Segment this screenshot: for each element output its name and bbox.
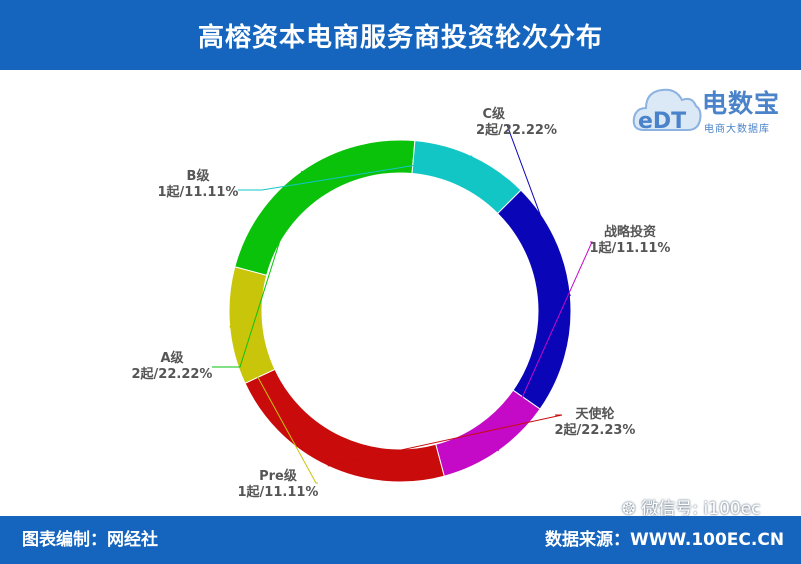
logo-brand-name: 电数宝 [702,89,781,118]
slice-label-value-3: 1起/11.11% [238,484,319,500]
leader-line-0 [506,124,571,297]
slice-label-name-0: C级 [482,106,506,122]
slice-label-value-1: 1起/11.11% [590,240,671,256]
logo-mark: eDT [638,109,686,134]
wechat-watermark: ❂ 微信号: i100ec [622,494,761,524]
leader-line-4 [212,170,303,368]
leader-line-2 [327,414,563,467]
brand-logo: eDT 电数宝 电商大数据库 [632,80,792,138]
donut-slice-5 [411,140,522,215]
data-source: 数据来源：WWW.100EC.CN [545,530,785,550]
leader-line-3 [229,325,318,484]
wechat-icon: ❂ [622,499,636,518]
donut-slice-4 [234,139,416,276]
slice-label-value-0: 2起/22.22% [476,122,557,138]
slice-label-name-1: 战略投资 [604,224,656,240]
chart-title-bar: 高榕资本电商服务商投资轮次分布 [0,0,801,70]
chart-credit: 图表编制：网经社 [22,530,158,550]
slice-label-name-3: Pre级 [259,468,298,484]
logo-subtitle: 电商大数据库 [704,124,770,135]
footer-bar: 图表编制：网经社 数据来源：WWW.100EC.CN [0,516,801,564]
wechat-id: 微信号: i100ec [641,499,761,519]
slice-label-value-4: 2起/22.22% [132,366,213,382]
donut-chart: C级2起/22.22%战略投资1起/11.11%天使轮2起/22.23%Pre级… [132,106,671,500]
slice-label-value-5: 1起/11.11% [158,184,239,200]
cloud-logo-icon: eDT [632,88,702,134]
donut-slice-1 [435,389,541,477]
donut-slice-2 [244,368,445,483]
donut-slice-0 [496,189,572,410]
slice-label-name-2: 天使轮 [575,406,614,422]
slice-label-name-5: B级 [187,168,211,184]
leader-line-1 [497,241,593,452]
chart-title: 高榕资本电商服务商投资轮次分布 [197,22,603,53]
slice-label-name-4: A级 [160,350,184,366]
slice-label-value-2: 2起/22.23% [555,422,636,438]
leader-line-5 [238,155,473,191]
